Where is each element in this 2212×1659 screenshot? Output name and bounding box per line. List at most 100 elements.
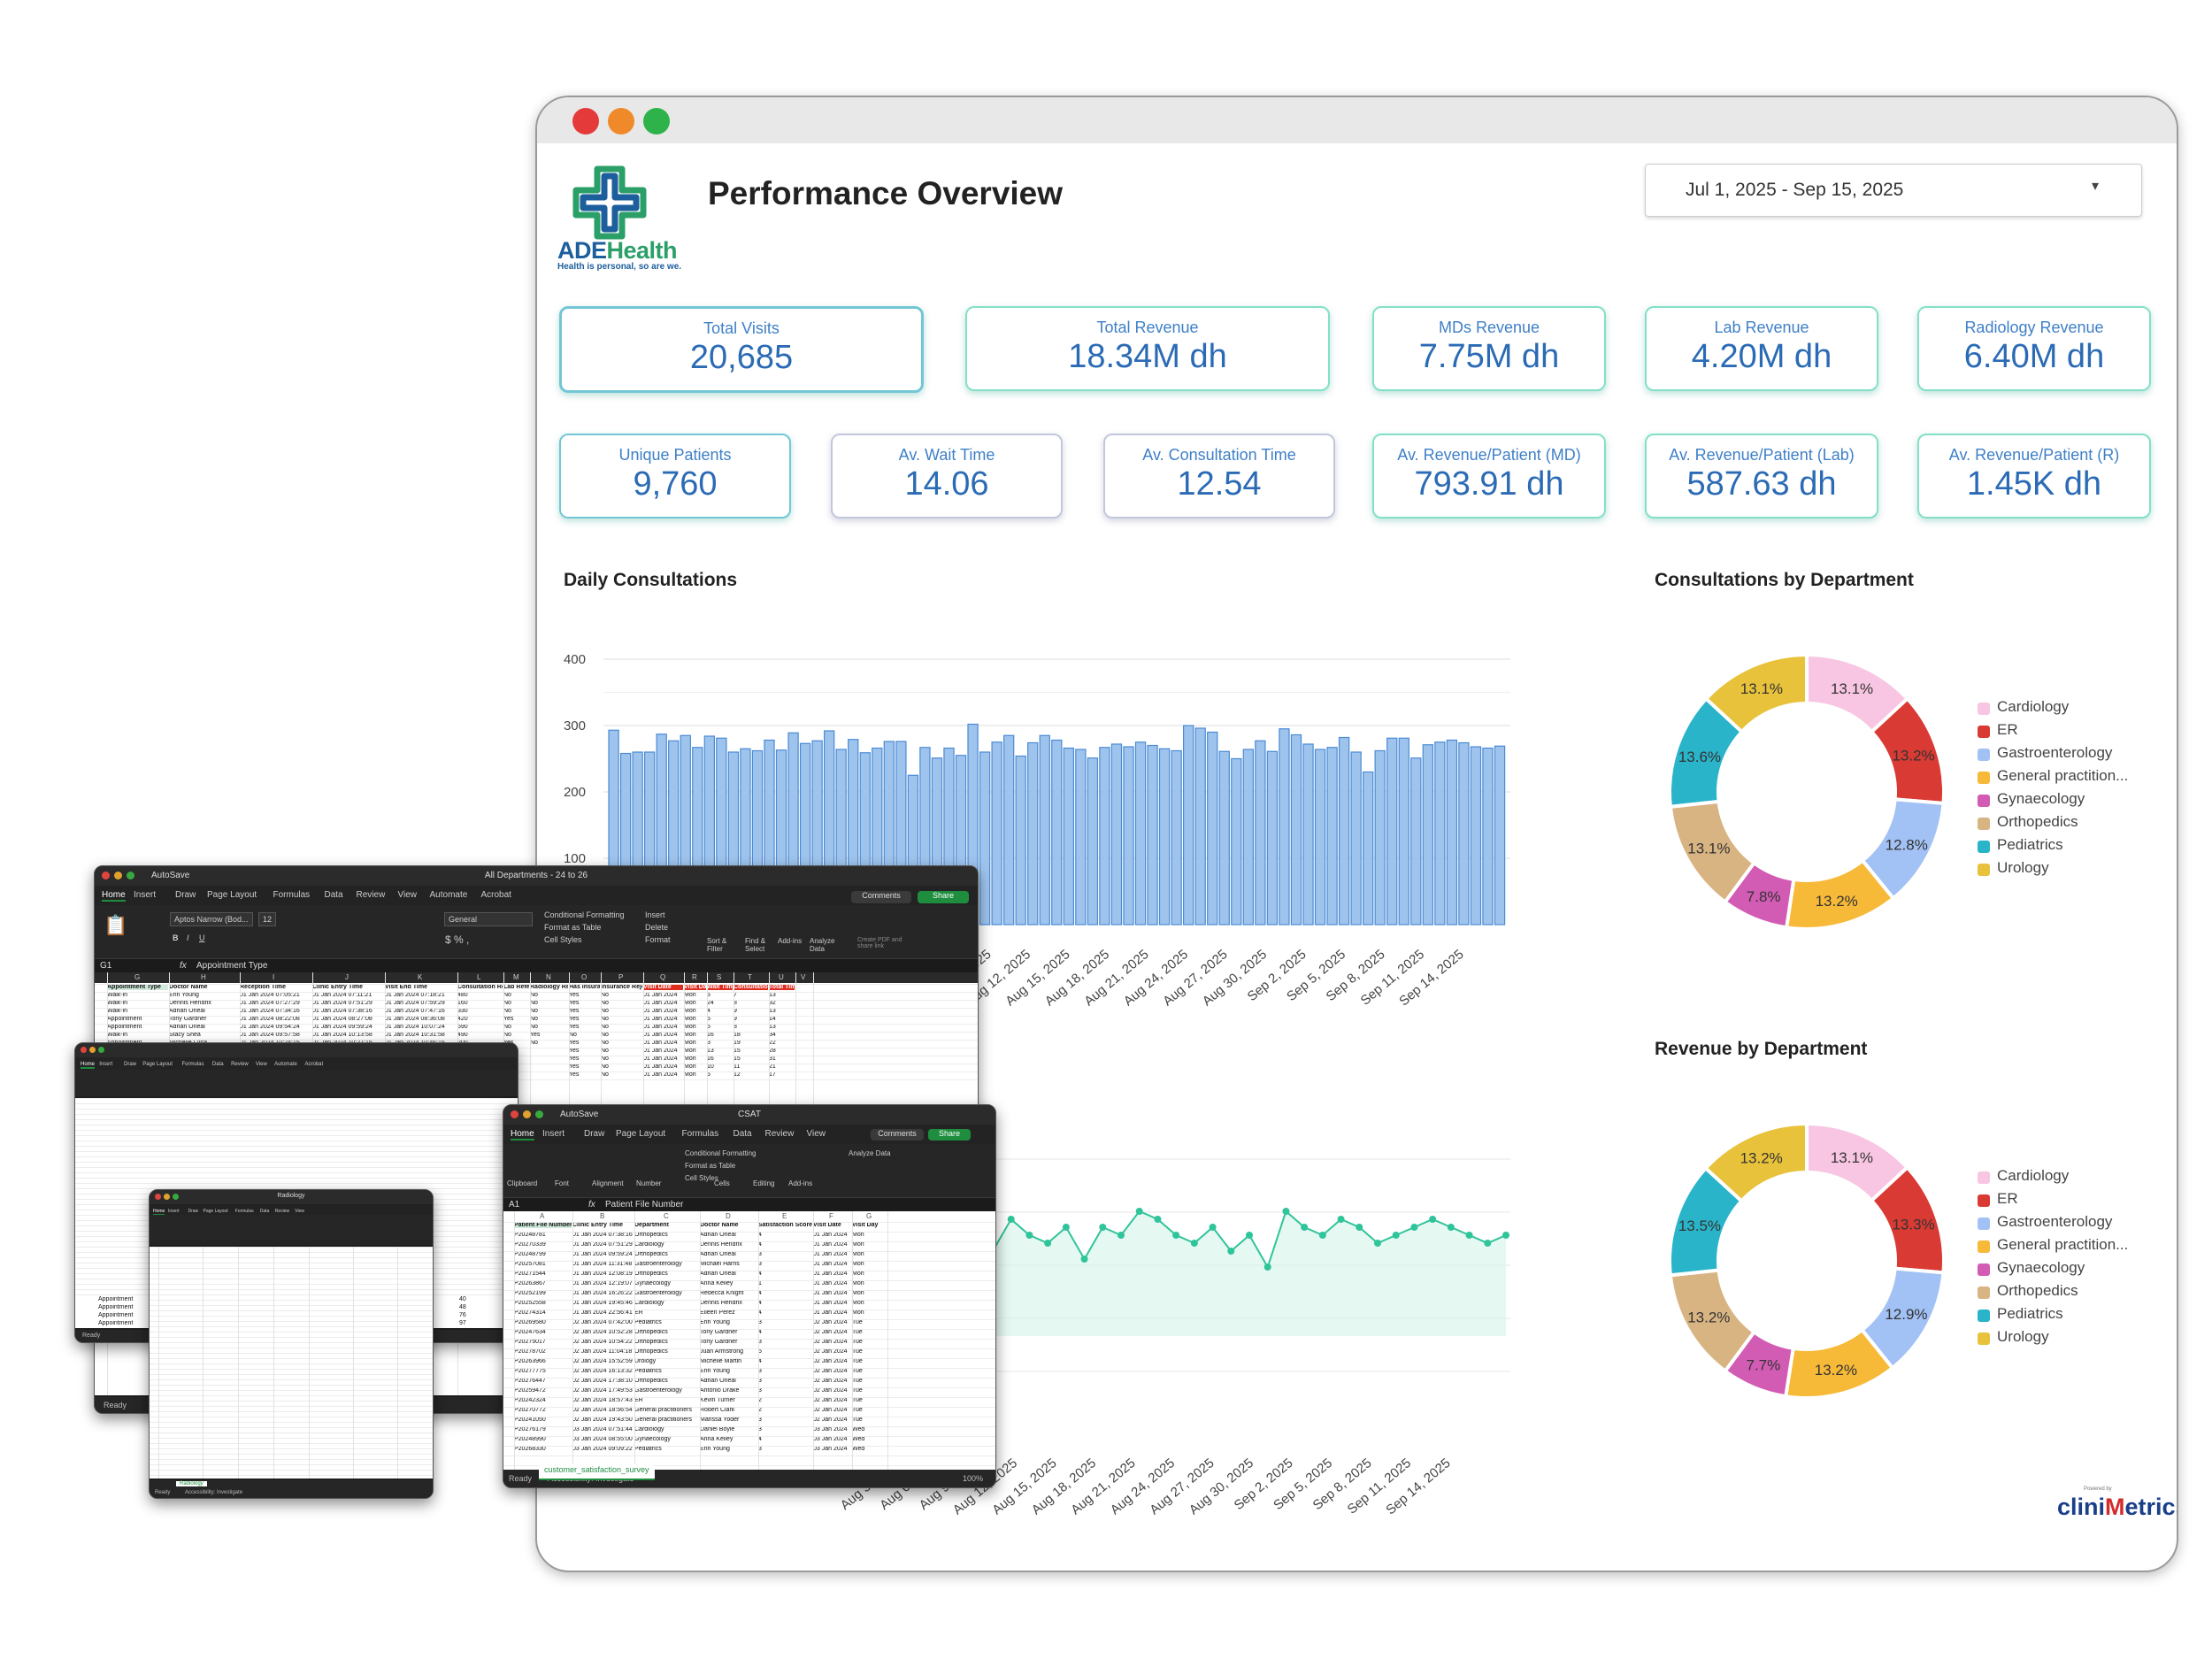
table-cell[interactable]: P20269580	[514, 1319, 546, 1325]
close-window-button[interactable]	[81, 1047, 87, 1053]
font-size-select[interactable]: 12	[258, 912, 277, 926]
legend-item[interactable]: Orthopedics	[1978, 812, 2172, 835]
table-cell[interactable]: Dennis Hendrix	[700, 1241, 742, 1248]
table-cell[interactable]: Orthopedics	[634, 1378, 668, 1384]
table-cell[interactable]: Tue	[852, 1378, 863, 1384]
bar[interactable]	[1134, 741, 1147, 926]
table-cell[interactable]: Adrian Oneal	[700, 1378, 736, 1384]
table-cell[interactable]: 32	[769, 1000, 776, 1006]
line-point[interactable]	[1154, 1216, 1162, 1223]
column-header-cell[interactable]: Visit Day	[852, 1222, 879, 1228]
table-cell[interactable]: 3	[707, 1040, 710, 1046]
table-cell[interactable]: 01 Jan 2024 08:22:08	[240, 1016, 300, 1022]
line-point[interactable]	[1099, 1224, 1107, 1231]
share-button[interactable]: Share	[918, 891, 969, 903]
bar[interactable]	[1326, 747, 1338, 926]
table-cell[interactable]: General practitioners	[634, 1417, 692, 1423]
table-cell[interactable]: Adrian Oneal	[700, 1271, 736, 1277]
bar[interactable]	[1015, 755, 1026, 926]
table-cell[interactable]: 01 Jan 2024	[813, 1232, 848, 1238]
underline-button[interactable]: U	[199, 933, 205, 942]
table-cell[interactable]: 03 Jan 2024	[813, 1436, 848, 1442]
table-cell[interactable]: P20278702	[514, 1348, 546, 1355]
table-cell[interactable]: F	[829, 1212, 833, 1220]
table-cell[interactable]: Mon	[684, 1071, 696, 1078]
table-cell[interactable]: No	[530, 1040, 538, 1046]
table-cell[interactable]: Mon	[852, 1261, 864, 1267]
table-cell[interactable]: No	[530, 992, 538, 998]
table-cell[interactable]: 02 Jan 2024 07:42:00	[572, 1319, 633, 1325]
table-cell[interactable]: 01 Jan 2024 19:45:46	[572, 1300, 633, 1306]
kpi-mds-revenue[interactable]: MDs Revenue 7.75M dh	[1372, 306, 1606, 391]
minimize-window-button[interactable]	[164, 1194, 170, 1200]
table-cell[interactable]: P20270339	[514, 1241, 546, 1248]
column-header-cell[interactable]: Total Time	[769, 984, 795, 990]
table-cell[interactable]: 01 Jan 2024	[813, 1280, 848, 1286]
bar[interactable]	[1458, 741, 1470, 926]
table-cell[interactable]: 02 Jan 2024	[813, 1368, 848, 1374]
bar[interactable]	[1470, 746, 1482, 926]
bar[interactable]	[1087, 757, 1099, 926]
table-cell[interactable]: 03 Jan 2024 08:55:00	[572, 1436, 633, 1442]
table-cell[interactable]: 01 Jan 2024 22:56:41	[572, 1310, 633, 1316]
column-header-cell[interactable]: Satisfaction Score (1-5)	[758, 1222, 812, 1228]
table-cell[interactable]: Pediatrics	[634, 1446, 662, 1452]
table-cell[interactable]: Mon	[684, 992, 696, 998]
conditional-formatting-button[interactable]: Conditional Formatting	[544, 910, 625, 919]
kpi-av-wait-time[interactable]: Av. Wait Time 14.06	[831, 434, 1063, 518]
column-header-cell[interactable]: Wait Time	[707, 984, 733, 990]
legend-item[interactable]: Gastroenterology	[1978, 1212, 2172, 1235]
table-cell[interactable]: P20248990	[514, 1436, 546, 1442]
bold-button[interactable]: B	[173, 933, 179, 942]
table-cell[interactable]: Orthopedics	[634, 1339, 668, 1345]
table-cell[interactable]: 10	[707, 1064, 714, 1070]
line-point[interactable]	[1172, 1232, 1180, 1239]
table-cell[interactable]: Appointment	[98, 1312, 134, 1318]
table-cell[interactable]: 18	[733, 1032, 741, 1038]
bar[interactable]	[1494, 745, 1506, 926]
insert-cells-button[interactable]: Insert	[645, 910, 665, 919]
ribbon-group-editing[interactable]: Editing	[753, 1179, 775, 1187]
table-cell[interactable]: 01 Jan 2024 07:18:21	[385, 992, 445, 998]
table-cell[interactable]: 8	[733, 1024, 737, 1030]
table-cell[interactable]: Appointment	[98, 1320, 134, 1326]
styles-item[interactable]: Format as Table	[685, 1162, 736, 1170]
number-format-select[interactable]: General	[444, 912, 533, 926]
table-cell[interactable]: Robert Clark	[700, 1407, 735, 1413]
table-cell[interactable]: 01 Jan 2024 09:59:24	[572, 1251, 633, 1257]
table-cell[interactable]: Walk-in	[107, 1008, 128, 1014]
table-cell[interactable]: Tony Gardner	[700, 1329, 738, 1335]
bar[interactable]	[1039, 734, 1050, 926]
table-cell[interactable]: No	[601, 1008, 609, 1014]
table-cell[interactable]: 01 Jan 2024 07:59:29	[385, 1000, 445, 1006]
bar[interactable]	[1231, 757, 1242, 926]
table-cell[interactable]: 02 Jan 2024 10:52:28	[572, 1329, 633, 1335]
table-cell[interactable]: O	[581, 973, 588, 981]
ribbon-tab[interactable]: Insert	[168, 1209, 180, 1214]
spreadsheet-grid[interactable]	[150, 1247, 433, 1479]
table-cell[interactable]: 01 Jan 2024	[643, 1056, 678, 1062]
table-cell[interactable]: Yes	[569, 992, 580, 998]
table-cell[interactable]: 01 Jan 2024	[813, 1310, 848, 1316]
table-cell[interactable]: Tue	[852, 1387, 863, 1394]
table-cell[interactable]: 01 Jan 2024	[643, 992, 678, 998]
table-cell[interactable]: 02 Jan 2024	[813, 1319, 848, 1325]
table-cell[interactable]: No	[503, 992, 511, 998]
table-cell[interactable]: 01 Jan 2024 10:13:58	[312, 1032, 373, 1038]
bar[interactable]	[1255, 740, 1266, 926]
ribbon-tab[interactable]: Automate	[274, 1062, 297, 1067]
kpi-total-visits[interactable]: Total Visits 20,685	[559, 306, 924, 393]
table-cell[interactable]: 3	[758, 1417, 762, 1423]
table-cell[interactable]: 3	[758, 1378, 762, 1384]
bar[interactable]	[1422, 744, 1433, 926]
table-cell[interactable]: 02 Jan 2024	[813, 1339, 848, 1345]
bar[interactable]	[1063, 747, 1074, 926]
table-cell[interactable]: No	[530, 1016, 538, 1022]
donut-slice[interactable]	[1702, 1121, 1809, 1204]
cell-styles-button[interactable]: Cell Styles	[544, 935, 582, 944]
table-cell[interactable]: No	[530, 1024, 538, 1030]
table-cell[interactable]: Dennis Hendrix	[700, 1300, 742, 1306]
ribbon-tab[interactable]: View	[255, 1062, 267, 1067]
legend-item[interactable]: Cardiology	[1978, 1166, 2172, 1189]
table-cell[interactable]: Erin Young	[169, 992, 199, 998]
